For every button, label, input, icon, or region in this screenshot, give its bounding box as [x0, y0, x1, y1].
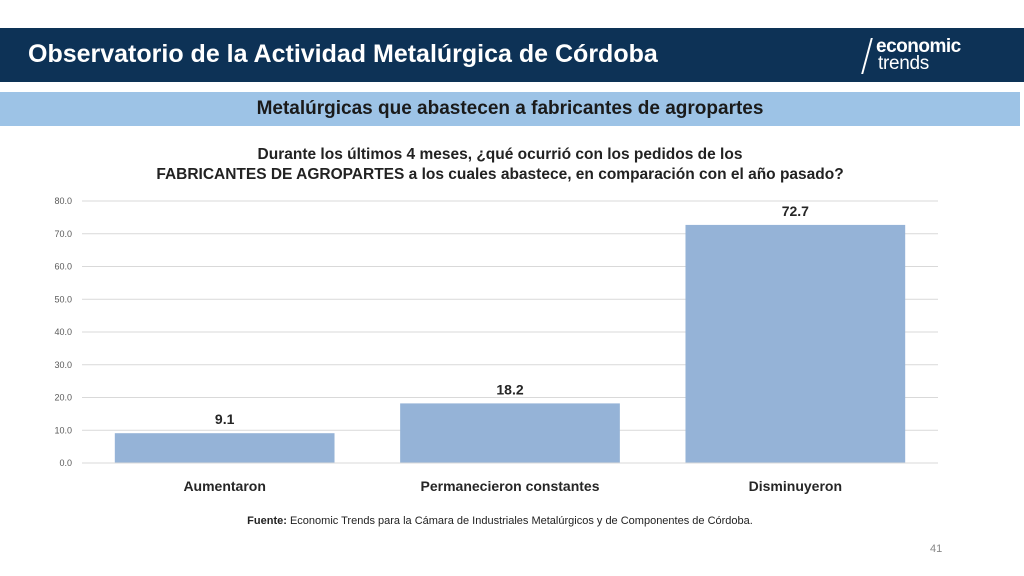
logo-text-top: economic [876, 36, 961, 57]
x-tick-label: Permanecieron constantes [421, 478, 600, 494]
page-number: 41 [930, 543, 943, 555]
y-tick-label: 0.0 [59, 458, 72, 468]
y-tick-label: 60.0 [54, 262, 72, 272]
source-text: Economic Trends para la Cámara de Indust… [286, 515, 753, 527]
bar [685, 224, 906, 463]
data-label: 9.1 [215, 411, 235, 427]
y-tick-label: 50.0 [54, 294, 72, 304]
y-tick-label: 70.0 [54, 229, 72, 239]
bar [400, 403, 620, 463]
y-tick-label: 20.0 [54, 393, 72, 403]
chart-title: Durante los últimos 4 meses, ¿qué ocurri… [60, 145, 940, 185]
chart-title-line-2: FABRICANTES DE AGROPARTES a los cuales a… [156, 166, 844, 183]
source-note: Fuente: Economic Trends para la Cámara d… [0, 515, 1000, 527]
bar [114, 433, 335, 463]
y-tick-label: 80.0 [54, 196, 72, 206]
chart-title-line-1: Durante los últimos 4 meses, ¿qué ocurri… [257, 146, 743, 163]
section-subtitle: Metalúrgicas que abastecen a fabricantes… [256, 98, 764, 119]
y-tick-label: 30.0 [54, 360, 72, 370]
section-subtitle-bar: Metalúrgicas que abastecen a fabricantes… [0, 92, 1020, 126]
header-bar: Observatorio de la Actividad Metalúrgica… [0, 28, 1024, 82]
economic-trends-logo: economic trends [861, 34, 1004, 78]
source-label: Fuente: [247, 515, 287, 527]
data-label: 18.2 [496, 381, 523, 397]
x-tick-label: Aumentaron [183, 478, 265, 494]
page-title: Observatorio de la Actividad Metalúrgica… [28, 40, 658, 68]
y-tick-label: 10.0 [54, 425, 72, 435]
x-tick-label: Disminuyeron [749, 478, 842, 494]
logo-text-bottom: trends [878, 53, 930, 74]
data-label: 72.7 [782, 203, 809, 219]
y-tick-label: 40.0 [54, 327, 72, 337]
